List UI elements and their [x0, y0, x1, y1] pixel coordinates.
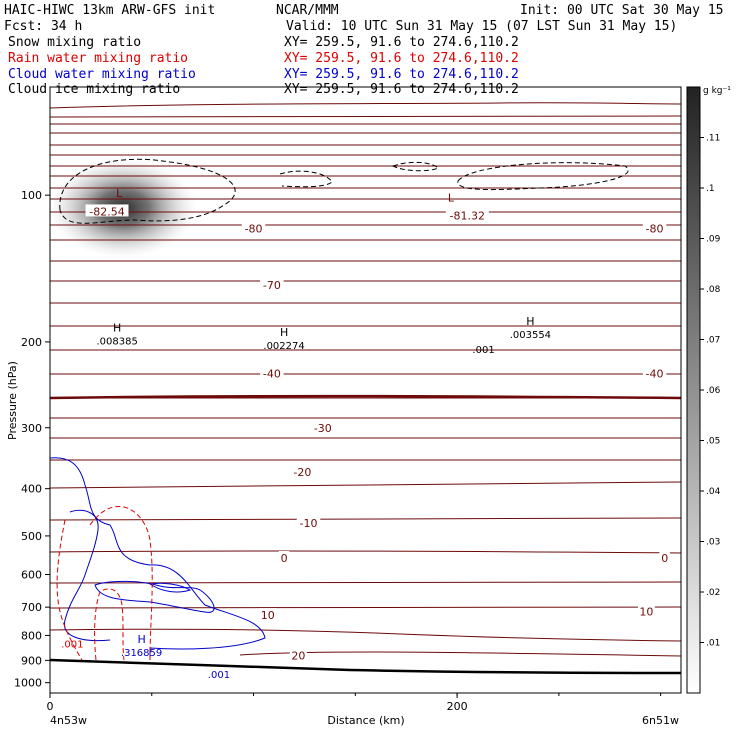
y-tick-label: 200 — [21, 336, 42, 349]
right-endpoint-label: 6n51w — [642, 714, 679, 727]
temperature-label: -20 — [293, 466, 311, 479]
temperature-label-bg — [311, 420, 335, 433]
x-tick-label: 200 — [447, 700, 468, 713]
zero-degree-isotherm — [50, 394, 681, 400]
left-endpoint-label: 4n53w — [50, 714, 87, 727]
temperature-label-bg — [289, 648, 307, 661]
org-label: NCAR/MMM — [276, 3, 339, 18]
temperature-label-bg — [445, 208, 489, 221]
field-xy-cloud-water: XY= 259.5, 91.6 to 274.6,110.2 — [284, 67, 519, 82]
colorbar-label: .03 — [706, 538, 720, 548]
rain-label: .001 — [61, 640, 83, 651]
cloud-water-label: .001 — [208, 670, 230, 681]
colorbar-label: .1 — [706, 184, 715, 194]
temperature-label-bg — [296, 515, 321, 528]
y-tick-label: 800 — [21, 629, 42, 642]
colorbar-label: .11 — [706, 134, 720, 144]
x-axis: 0 200 — [47, 693, 662, 713]
temperature-label-bg — [642, 366, 667, 379]
y-tick-label: 1000 — [14, 677, 42, 690]
y-tick-label: 600 — [21, 569, 42, 582]
cloud-water-max-value: .316859 — [121, 648, 162, 659]
colorbar: g kg⁻¹ .01 .02 .03 .04 .05 .06 .07 .08 .09 .1 .11 — [686, 86, 731, 694]
plot-area — [50, 102, 681, 675]
terrain-line — [50, 658, 681, 675]
rain-contours — [56, 505, 153, 661]
snow-contours — [59, 158, 629, 224]
contour-labels: -82.54 -80 -81.32 -80 -70 -40 -40 -30 -20 -10 0 0 10… — [61, 187, 670, 681]
temperature-label-bg — [260, 278, 284, 291]
colorbar-label: .04 — [706, 487, 721, 497]
x-tick-label: 0 — [47, 700, 54, 713]
snow-max-value: .003554 — [510, 330, 551, 341]
field-name-rain: Rain water mixing ratio — [8, 51, 188, 66]
colorbar-label: .08 — [706, 285, 721, 295]
y-axis-title: Pressure (hPa) — [6, 361, 19, 440]
header: HAIC-HIWC 13km ARW-GFS init NCAR/MMM Ini… — [4, 3, 724, 97]
plot-frame — [49, 86, 682, 694]
field-xy-cloud-ice: XY= 259.5, 91.6 to 274.6,110.2 — [284, 82, 519, 97]
colorbar-label: .07 — [706, 336, 720, 346]
y-axis: 100 200 300 400 500 600 700 800 900 1000 — [14, 189, 50, 690]
temperature-label: -81.32 — [450, 209, 485, 222]
colorbar-label: .05 — [706, 437, 720, 447]
temperature-label: -40 — [263, 367, 281, 380]
field-name-snow: Snow mixing ratio — [8, 35, 141, 50]
snow-max-marker: H — [113, 322, 121, 335]
temperature-label-bg — [637, 604, 655, 617]
temperature-label: 0 — [661, 552, 668, 565]
forecast-hour: Fcst: 34 h — [4, 19, 82, 34]
temperature-label: 10 — [639, 606, 653, 619]
colorbar-label: .02 — [706, 588, 720, 598]
temperature-label: 0 — [281, 552, 288, 565]
low-marker: L — [448, 191, 455, 204]
y-tick-label: 900 — [21, 654, 42, 667]
temperature-label-bg — [659, 551, 670, 564]
valid-time: Valid: 10 UTC Sun 31 May 15 (07 LST Sun … — [286, 19, 677, 34]
temperature-label: -30 — [314, 422, 332, 435]
temperature-label-bg — [259, 608, 277, 621]
colorbar-label: .09 — [706, 235, 721, 245]
snow-max-marker: H — [526, 315, 534, 328]
temperature-label: -80 — [646, 222, 664, 235]
snow-contour-label: .001 — [472, 345, 494, 356]
temperature-label: -10 — [300, 517, 318, 530]
temperature-label-bg — [85, 204, 129, 217]
snow-max-value: .002274 — [263, 341, 304, 352]
cloud-water-max-marker: H — [137, 633, 145, 646]
cloud-water-label-bg — [204, 668, 233, 680]
temperature-label-bg — [642, 221, 667, 234]
field-name-cloud-ice: Cloud ice mixing ratio — [8, 82, 180, 97]
x-axis-title: Distance (km) — [327, 714, 404, 727]
field-xy-rain: XY= 259.5, 91.6 to 274.6,110.2 — [284, 51, 519, 66]
temperature-label: -82.54 — [89, 205, 124, 218]
y-tick-label: 100 — [21, 189, 42, 202]
temperature-label-bg — [241, 221, 266, 234]
init-time: Init: 00 UTC Sat 30 May 15 — [520, 3, 724, 18]
temperature-label-bg — [290, 465, 315, 478]
colorbar-ramp — [686, 86, 701, 694]
low-marker: L — [116, 187, 123, 200]
field-xy-snow: XY= 259.5, 91.6 to 274.6,110.2 — [284, 35, 519, 50]
temperature-label: -40 — [646, 367, 664, 380]
cloud-water-contours — [50, 457, 266, 660]
colorbar-label: .06 — [706, 386, 721, 396]
snow-max-marker: H — [280, 326, 288, 339]
colorbar-label: .01 — [706, 639, 720, 649]
temperature-label: 10 — [261, 609, 275, 622]
field-name-cloud-water: Cloud water mixing ratio — [8, 67, 196, 82]
temperature-label-bg — [278, 551, 290, 564]
temperature-label: -70 — [263, 279, 281, 292]
colorbar-unit: g kg⁻¹ — [703, 86, 731, 96]
temperature-label: -80 — [245, 222, 263, 235]
y-tick-label: 500 — [21, 530, 42, 543]
model-title: HAIC-HIWC 13km ARW-GFS init — [4, 3, 215, 18]
temperature-label: 20 — [291, 650, 305, 663]
y-tick-label: 400 — [21, 483, 42, 496]
y-tick-label: 700 — [21, 601, 42, 614]
y-tick-label: 300 — [21, 422, 42, 435]
temperature-label-bg — [260, 366, 284, 379]
snow-max-value: .008385 — [96, 337, 137, 348]
